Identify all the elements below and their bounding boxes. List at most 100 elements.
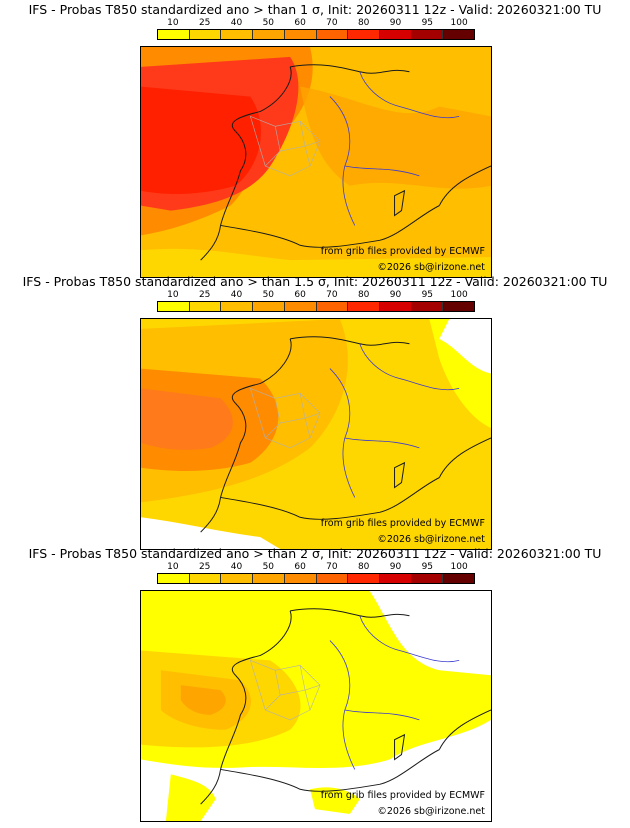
colorbar-tick-label: 10 (167, 562, 179, 572)
colorbar-tick-label: 40 (230, 290, 243, 300)
colorbar-tick-label: 60 (294, 290, 306, 300)
colorbar (157, 301, 475, 312)
borders (329, 71, 460, 226)
colorbar-tick-label: 95 (421, 290, 434, 300)
colorbar-segment (411, 574, 444, 583)
colorbar-tick-label: 100 (450, 290, 468, 300)
colorbar-ticks: 10 25 40 50 60 70 80 90 95 100 (157, 562, 475, 573)
map-canvas (141, 47, 491, 277)
map-panel-3: IFS - Probas T850 standardized ano > tha… (0, 546, 630, 822)
probability-map[interactable]: from grib files provided by ECMWF ©2026 … (140, 318, 492, 550)
regions (249, 659, 321, 721)
colorbar-segment (284, 302, 317, 311)
colorbar-tick-label: 50 (262, 290, 275, 300)
colorbar-segment (379, 302, 412, 311)
colorbar-tick-label: 70 (326, 18, 338, 28)
colorbar-segment (221, 574, 254, 583)
field-east (300, 86, 491, 189)
colorbar-tick-label: 10 (167, 18, 179, 28)
probability-map[interactable]: from grib files provided by ECMWF ©2026 … (140, 46, 492, 278)
borders (329, 615, 460, 770)
colorbar-segment (189, 30, 222, 39)
colorbar-tick-label: 70 (326, 290, 338, 300)
colorbar-segment (379, 30, 412, 39)
colorbar-segment (221, 30, 254, 39)
coastlines (200, 608, 491, 805)
colorbar-tick-label: 60 (294, 18, 306, 28)
colorbar-tick-label: 10 (167, 290, 179, 300)
map-panel-1: IFS - Probas T850 standardized ano > tha… (0, 2, 630, 278)
colorbar-segment (158, 574, 190, 583)
coastlines (200, 336, 491, 533)
colorbar-segment (253, 574, 285, 583)
colorbar-tick-label: 60 (294, 562, 306, 572)
colorbar-tick-label: 40 (230, 562, 243, 572)
source-credit: from grib files provided by ECMWF (320, 246, 485, 257)
map-canvas (141, 591, 491, 821)
colorbar-tick-label: 70 (326, 562, 338, 572)
colorbar-segment (348, 30, 380, 39)
field-peak (141, 86, 261, 195)
colorbar-segment (284, 30, 317, 39)
colorbar-tick-label: 80 (357, 562, 370, 572)
field-none-south (141, 517, 281, 549)
site-credit: ©2026 sb@irizone.net (377, 806, 485, 817)
borders (329, 343, 460, 498)
colorbar-tick-label: 25 (198, 290, 211, 300)
field-peak (180, 685, 226, 715)
colorbar-tick-label: 100 (450, 562, 468, 572)
source-credit: from grib files provided by ECMWF (320, 518, 485, 529)
colorbar-ticks: 10 25 40 50 60 70 80 90 95 100 (157, 18, 475, 29)
panel-title: IFS - Probas T850 standardized ano > tha… (28, 2, 602, 17)
colorbar-ticks: 10 25 40 50 60 70 80 90 95 100 (157, 290, 475, 301)
colorbar-segment (443, 30, 475, 39)
colorbar-tick-label: 95 (421, 562, 434, 572)
colorbar-tick-label: 40 (230, 18, 243, 28)
colorbar-tick-label: 80 (357, 290, 370, 300)
site-credit: ©2026 sb@irizone.net (377, 262, 485, 273)
colorbar-segment (411, 30, 444, 39)
colorbar-segment (189, 302, 222, 311)
panel-title: IFS - Probas T850 standardized ano > tha… (28, 546, 602, 561)
regions (249, 387, 321, 449)
field-south-patch-2 (310, 787, 360, 815)
colorbar-segment (189, 574, 222, 583)
map-canvas (141, 319, 491, 549)
colorbar-segment (284, 574, 317, 583)
colorbar (157, 573, 475, 584)
colorbar-tick-label: 25 (198, 562, 211, 572)
colorbar-segment (253, 30, 285, 39)
colorbar-segment (316, 302, 349, 311)
site-credit: ©2026 sb@irizone.net (377, 534, 485, 545)
colorbar-tick-label: 90 (389, 562, 402, 572)
field-south-patch (165, 774, 216, 821)
colorbar-tick-label: 95 (421, 18, 434, 28)
colorbar-segment (348, 574, 380, 583)
colorbar-tick-label: 100 (450, 18, 468, 28)
panel-title: IFS - Probas T850 standardized ano > tha… (22, 274, 608, 289)
field-peak (141, 388, 233, 450)
colorbar-segment (348, 302, 380, 311)
colorbar (157, 29, 475, 40)
colorbar-segment (158, 302, 190, 311)
colorbar-segment (443, 302, 475, 311)
colorbar-segment (411, 302, 444, 311)
colorbar-segment (316, 574, 349, 583)
regions (249, 115, 321, 177)
source-credit: from grib files provided by ECMWF (320, 790, 485, 801)
colorbar-segment (253, 302, 285, 311)
colorbar-tick-label: 50 (262, 562, 275, 572)
colorbar-tick-label: 90 (389, 18, 402, 28)
colorbar-segment (379, 574, 412, 583)
colorbar-tick-label: 90 (389, 290, 402, 300)
coastlines (200, 64, 491, 261)
colorbar-segment (316, 30, 349, 39)
colorbar-tick-label: 80 (357, 18, 370, 28)
colorbar-tick-label: 25 (198, 18, 211, 28)
field-south (141, 248, 491, 277)
colorbar-segment (158, 30, 190, 39)
map-panel-2: IFS - Probas T850 standardized ano > tha… (0, 274, 630, 550)
probability-map[interactable]: from grib files provided by ECMWF ©2026 … (140, 590, 492, 822)
colorbar-segment (221, 302, 254, 311)
colorbar-segment (443, 574, 475, 583)
